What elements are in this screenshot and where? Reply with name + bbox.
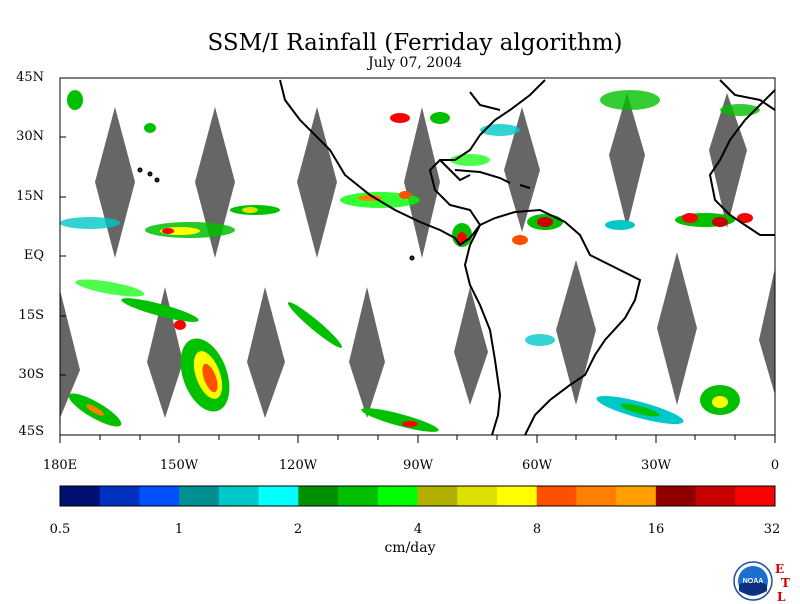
swath-gap [657,252,697,405]
scale-tick-label: 4 [413,522,423,537]
lon-label: 0 [770,458,780,473]
swath-gap [609,93,645,228]
color-scale-segment [417,486,458,506]
rain-patch [361,408,439,432]
color-scale-segment [258,486,299,506]
rain-patch [537,217,553,227]
swath-gap [297,107,337,258]
rain-patch [720,104,760,116]
etl-mark: E T L [775,562,790,604]
rain-patch [75,279,145,297]
lat-label: 30N [16,129,44,144]
etl-letter: L [777,590,786,604]
rain-patch [712,396,728,408]
color-scale-segment [457,486,498,506]
color-scale-segment [338,486,379,506]
rain-patches [60,90,760,432]
rain-patch [620,403,660,417]
color-scale-segment [576,486,617,506]
rain-patch [390,113,410,123]
rain-patch [600,90,660,110]
swath-gap [60,290,80,418]
axis-ticks [59,77,776,443]
lat-label: 15N [16,189,44,204]
map-date: July 07, 2004 [368,55,462,71]
scale-unit-label: cm/day [384,540,436,556]
scale-tick-label: 0.5 [49,522,71,537]
swath-gap-group [60,93,775,418]
scale-tick-label: 8 [532,522,542,537]
rain-patch [144,123,156,133]
rain-patch [287,302,343,348]
logo-text: NOAA [743,578,764,585]
scale-tick-label: 32 [763,522,781,537]
rain-patch [402,421,418,427]
rain-patch [605,220,635,230]
scale-tick-label: 16 [647,522,665,537]
rain-patch [399,191,411,199]
color-scale-segment [496,486,538,506]
rain-patch [430,112,450,124]
rain-patch [242,207,258,213]
lon-label: 60W [522,458,552,473]
color-scale-segment [735,486,776,506]
rain-patch [67,90,83,110]
rain-patch [682,213,698,223]
scale-tick-label: 2 [293,522,303,537]
rain-patch [525,334,555,346]
swath-gap [147,287,183,418]
swath-gap [709,93,747,228]
color-scale-segment [695,486,736,506]
lon-label: 30W [641,458,671,473]
rain-patch [712,217,728,227]
swath-gap [349,287,385,418]
color-scale-segment [536,486,577,506]
color-scale-segment [60,486,101,506]
color-scale-segment [139,486,180,506]
color-scale-segment [655,486,697,506]
swath-gap [404,107,440,258]
noaa-logo-icon: NOAA [733,561,773,601]
rain-patch [480,124,520,136]
scale-tick-label: 1 [174,522,184,537]
swath-gap [504,107,540,232]
swath-gap [759,268,775,395]
rain-patch [202,363,218,393]
rain-patch [512,235,528,245]
color-scale-segment [99,486,140,506]
color-scale-frame [59,485,776,507]
lat-label: 45S [18,424,44,439]
color-scale-segment [218,486,260,506]
lon-label: 180E [42,458,78,473]
lon-label: 150W [159,458,199,473]
swath-gap [556,260,596,405]
color-scale-segment [377,486,418,506]
lat-label: 15S [18,308,44,323]
color-scale-segment [298,486,339,506]
etl-letter: E [775,562,785,576]
rain-patch [174,320,186,330]
etl-letter: T [781,576,790,590]
lon-label: 120W [278,458,318,473]
color-scale-segment [179,486,220,506]
rain-patch [162,228,174,234]
map-title: SSM/I Rainfall (Ferriday algorithm) [207,30,623,56]
lat-label: 30S [18,367,44,382]
lon-label: 90W [403,458,433,473]
color-scale-segment [616,486,657,506]
coastlines [137,79,776,436]
rain-patch [737,213,753,223]
lat-label: EQ [23,248,44,263]
lat-label: 45N [16,70,44,85]
rain-patch [60,217,120,229]
color-scale-bar [60,486,776,506]
swath-gap [195,107,235,258]
rain-patch [86,404,104,416]
swath-gap [454,287,488,405]
swath-gap [95,107,135,258]
rain-patch [121,298,199,322]
swath-gap [247,287,285,418]
